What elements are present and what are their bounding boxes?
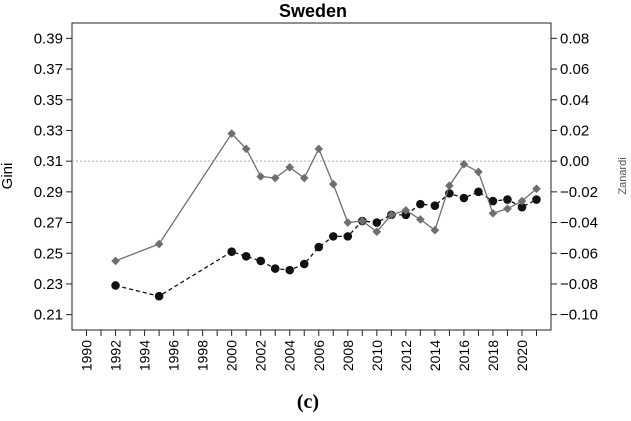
gini-point — [459, 193, 469, 203]
x-tick-label: 1990 — [79, 340, 95, 371]
y2-tick-label: −0.10 — [560, 307, 598, 324]
gini-point — [430, 201, 440, 210]
x-tick-label: 1992 — [108, 340, 124, 371]
gini-point — [416, 199, 425, 209]
x-tick-label: 2008 — [340, 340, 356, 371]
zanardi-point — [459, 159, 469, 169]
y2-tick-label: −0.06 — [560, 245, 598, 262]
y-tick-label: 0.27 — [34, 215, 63, 232]
y-tick-label: 0.37 — [34, 61, 63, 78]
gini-point — [488, 196, 498, 206]
gini-point — [314, 242, 324, 252]
y2-tick-label: 0.00 — [560, 153, 589, 170]
y-tick-label: 0.25 — [34, 245, 63, 262]
gini-point — [256, 256, 265, 266]
y2-tick-label: 0.08 — [560, 30, 589, 47]
zanardi-point — [503, 204, 512, 214]
zanardi-point — [358, 216, 367, 226]
zanardi-point — [299, 173, 309, 183]
zanardi-point — [241, 144, 251, 154]
zanardi-point — [430, 225, 440, 235]
gini-point — [241, 252, 251, 261]
zanardi-series-line — [115, 132, 537, 262]
zanardi-point — [372, 227, 382, 237]
zanardi-point — [488, 209, 498, 218]
x-tick-label: 2004 — [282, 340, 298, 371]
zanardi-point — [445, 181, 454, 191]
zanardi-point — [314, 144, 324, 154]
y-tick-label: 0.21 — [34, 307, 63, 324]
y-tick-label: 0.31 — [34, 153, 63, 170]
y-axis-label: Gini — [0, 163, 16, 190]
x-tick-label: 1996 — [166, 340, 182, 371]
gini-point — [401, 210, 411, 220]
zanardi-point — [111, 256, 120, 266]
y2-axis-label: Zanardi — [617, 157, 629, 194]
zanardi-point — [154, 239, 164, 249]
chart-title: Sweden — [279, 1, 347, 21]
figure-caption: (c) — [297, 391, 319, 413]
zanardi-point — [387, 210, 396, 220]
gini-point — [372, 218, 382, 227]
gini-point — [227, 247, 236, 257]
y2-tick-label: −0.08 — [560, 276, 598, 293]
zanardi-point — [343, 218, 353, 227]
x-tick-label: 1998 — [195, 340, 211, 371]
zanardi-point — [270, 173, 280, 183]
gini-point — [285, 265, 295, 275]
y-tick-label: 0.23 — [34, 276, 63, 293]
x-tick-label: 2002 — [253, 340, 269, 371]
y2-tick-label: 0.02 — [560, 122, 589, 139]
y-tick-label: 0.35 — [34, 92, 63, 109]
zanardi-point — [256, 172, 265, 181]
zanardi-point — [517, 196, 527, 206]
gini-point — [154, 291, 164, 301]
gini-point — [532, 195, 541, 204]
left-axis-ticks: 0.21 0.23 0.25 0.27 0.29 0.31 0.33 0.35 0.37 0.39 — [34, 30, 72, 324]
y-tick-label: 0.29 — [34, 184, 63, 201]
series-layer — [111, 129, 541, 301]
gini-point — [503, 195, 512, 204]
x-tick-label: 2006 — [311, 340, 327, 371]
gini-point — [270, 264, 280, 273]
zanardi-point — [416, 215, 425, 224]
zanardi-point — [285, 162, 295, 172]
y2-tick-label: −0.04 — [560, 215, 598, 232]
x-tick-label: 2010 — [369, 340, 385, 371]
x-tick-label: 1994 — [137, 340, 153, 371]
x-tick-label: 2016 — [456, 340, 472, 371]
x-tick-label: 2018 — [485, 340, 501, 371]
x-tick-label: 2012 — [398, 340, 414, 371]
x-axis-ticks: 1990 1992 1994 1996 1998 2000 2002 2004 2006 2008… — [79, 330, 537, 371]
y2-tick-label: 0.06 — [560, 61, 589, 78]
y-tick-label: 0.33 — [34, 122, 63, 139]
x-tick-label: 2020 — [514, 340, 530, 371]
zanardi-point — [474, 167, 483, 177]
zanardi-point — [328, 179, 338, 189]
gini-point — [299, 259, 309, 269]
gini-point — [111, 281, 120, 290]
y2-tick-label: −0.02 — [560, 184, 598, 201]
y-tick-label: 0.39 — [34, 30, 63, 47]
zanardi-point — [401, 205, 411, 215]
zanardi-point — [532, 184, 541, 194]
gini-point — [517, 202, 527, 212]
gini-point — [328, 232, 338, 241]
x-tick-label: 2014 — [427, 340, 443, 371]
x-tick-label: 2000 — [224, 340, 240, 371]
y2-tick-label: 0.04 — [560, 92, 589, 109]
gini-point — [474, 187, 483, 197]
zanardi-point — [227, 129, 236, 138]
gini-series-line — [115, 191, 537, 297]
right-axis-ticks: −0.10 −0.08 −0.06 −0.04 −0.02 0.00 0.02 0.04 0.0… — [551, 30, 598, 324]
gini-point — [343, 232, 353, 241]
plot-frame — [71, 22, 552, 331]
